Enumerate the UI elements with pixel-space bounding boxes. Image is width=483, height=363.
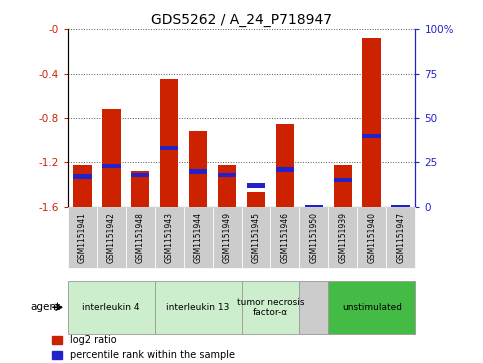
FancyBboxPatch shape	[328, 281, 415, 334]
Bar	[188, 131, 208, 207]
Text: GSM1151942: GSM1151942	[107, 212, 115, 263]
Text: GSM1151945: GSM1151945	[252, 212, 260, 263]
Text: GSM1151941: GSM1151941	[78, 212, 86, 263]
Bar	[217, 165, 237, 207]
Title: GDS5262 / A_24_P718947: GDS5262 / A_24_P718947	[151, 13, 332, 26]
FancyBboxPatch shape	[68, 281, 155, 334]
FancyBboxPatch shape	[328, 207, 357, 268]
Bar	[188, 169, 208, 174]
FancyBboxPatch shape	[357, 207, 386, 268]
Text: GSM1151950: GSM1151950	[310, 212, 318, 263]
FancyBboxPatch shape	[155, 207, 184, 268]
Bar	[334, 165, 353, 207]
FancyBboxPatch shape	[126, 207, 155, 268]
Text: agent: agent	[30, 302, 60, 312]
FancyBboxPatch shape	[386, 207, 415, 268]
Bar	[391, 205, 411, 209]
FancyBboxPatch shape	[270, 207, 299, 268]
Text: GSM1151946: GSM1151946	[281, 212, 289, 263]
Bar	[130, 173, 150, 177]
Text: tumor necrosis
factor-α: tumor necrosis factor-α	[237, 298, 304, 317]
FancyBboxPatch shape	[299, 281, 328, 334]
FancyBboxPatch shape	[155, 281, 242, 334]
Bar	[159, 79, 179, 207]
Bar	[363, 134, 382, 138]
Bar	[73, 175, 92, 179]
Text: GSM1151939: GSM1151939	[339, 212, 347, 263]
Text: unstimulated: unstimulated	[342, 303, 402, 312]
Bar	[334, 178, 353, 183]
Bar	[159, 146, 179, 150]
Bar	[246, 183, 265, 188]
FancyBboxPatch shape	[184, 207, 213, 268]
Bar	[305, 205, 324, 209]
Bar	[275, 123, 294, 207]
FancyBboxPatch shape	[97, 207, 126, 268]
Text: interleukin 13: interleukin 13	[166, 303, 230, 312]
Bar	[73, 165, 92, 207]
Text: GSM1151943: GSM1151943	[165, 212, 173, 263]
Bar	[130, 171, 150, 207]
Bar	[101, 164, 121, 168]
FancyBboxPatch shape	[68, 207, 97, 268]
FancyBboxPatch shape	[213, 207, 242, 268]
Text: interleukin 4: interleukin 4	[82, 303, 140, 312]
Text: GSM1151944: GSM1151944	[194, 212, 202, 263]
Text: GSM1151947: GSM1151947	[397, 212, 405, 263]
Bar	[246, 192, 265, 207]
Bar	[101, 109, 121, 207]
Text: GSM1151948: GSM1151948	[136, 212, 144, 263]
Bar	[363, 38, 382, 207]
FancyBboxPatch shape	[242, 281, 299, 334]
Text: GSM1151940: GSM1151940	[368, 212, 376, 263]
Text: GSM1151949: GSM1151949	[223, 212, 231, 263]
Legend: log2 ratio, percentile rank within the sample: log2 ratio, percentile rank within the s…	[48, 331, 239, 363]
Bar	[217, 173, 237, 177]
FancyBboxPatch shape	[242, 207, 270, 268]
Bar	[275, 167, 294, 172]
FancyBboxPatch shape	[299, 207, 328, 268]
